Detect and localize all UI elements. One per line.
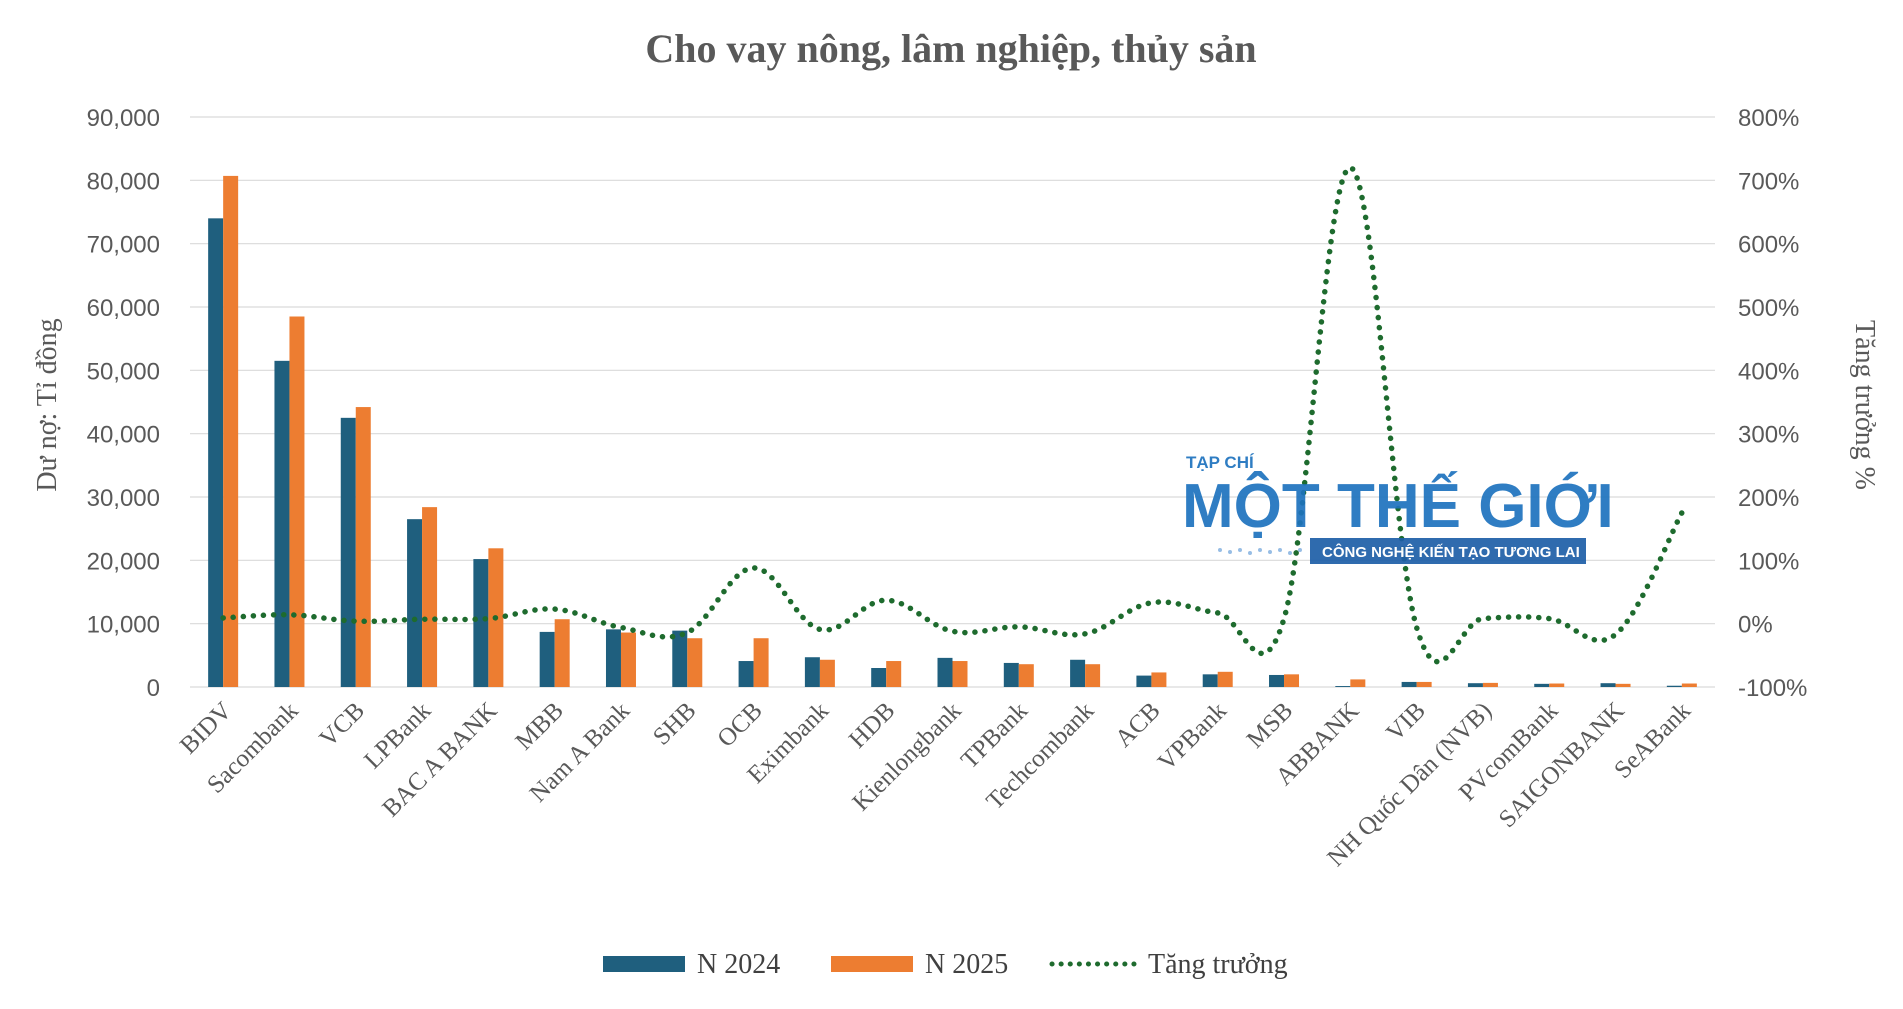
legend-label-n2025: N 2025 — [925, 949, 1008, 980]
bar-n2024 — [274, 360, 290, 687]
bar-n2025 — [1151, 672, 1167, 687]
y-axis-title: Dư nợ: Tỉ đồng — [32, 318, 63, 491]
y2-axis-title: Tăng trưởng % — [1849, 320, 1880, 490]
bar-n2024 — [340, 417, 356, 687]
bar-n2025 — [753, 638, 769, 687]
y2-tick-label: 400% — [1738, 358, 1799, 385]
legend-label-growth: Tăng trưởng — [1148, 949, 1288, 980]
watermark-band — [1310, 538, 1586, 564]
right-axis-ticks: -100% 0% 100% 200% 300% 400% 500% 600% 700% 800% — [1738, 105, 1807, 702]
bar-n2024 — [871, 668, 887, 687]
bar-n2024 — [1534, 683, 1550, 687]
legend-swatch-n2025 — [831, 956, 913, 972]
bar-n2025 — [1615, 683, 1631, 687]
bar-n2024 — [1600, 683, 1616, 687]
bar-n2025 — [1681, 683, 1697, 687]
growth-line-group — [220, 164, 1685, 665]
bar-n2025 — [1416, 681, 1432, 687]
bar-n2024 — [804, 657, 820, 687]
legend-label-n2024: N 2024 — [697, 949, 780, 980]
bar-n2025 — [1284, 674, 1300, 687]
bar-n2024 — [672, 630, 688, 687]
bar-n2024 — [738, 661, 754, 687]
gridlines — [190, 116, 1715, 688]
bar-n2024 — [1136, 675, 1152, 687]
y-tick-label: 10,000 — [87, 612, 160, 639]
y-tick-label: 30,000 — [87, 485, 160, 512]
bar-n2024 — [539, 631, 555, 687]
bar-n2025 — [422, 507, 438, 687]
y-tick-label: 90,000 — [87, 105, 160, 132]
bar-n2025 — [355, 407, 371, 687]
y2-tick-label: 800% — [1738, 105, 1799, 132]
bar-n2025 — [687, 638, 703, 687]
chart-title: Cho vay nông, lâm nghiệp, thủy sản — [645, 26, 1256, 71]
bar-n2024 — [1202, 674, 1218, 687]
y2-tick-label: -100% — [1738, 675, 1807, 702]
bar-n2024 — [1401, 681, 1417, 687]
bar-n2024 — [1003, 662, 1019, 687]
bar-n2024 — [1335, 686, 1351, 687]
bar-n2024 — [1467, 683, 1483, 687]
bar-n2024 — [1269, 674, 1285, 687]
bar-n2024 — [407, 519, 423, 687]
bar-n2025 — [554, 619, 570, 687]
y-tick-label: 80,000 — [87, 168, 160, 195]
growth-line — [220, 164, 1685, 665]
legend: N 2024 N 2025 Tăng trưởng — [603, 949, 1288, 980]
bars-group — [208, 175, 1697, 688]
y-tick-label: 50,000 — [87, 358, 160, 385]
bar-n2025 — [1482, 682, 1498, 687]
y2-tick-label: 100% — [1738, 548, 1799, 575]
bar-n2024 — [1666, 685, 1682, 687]
bar-n2024 — [1070, 659, 1086, 687]
y2-tick-label: 600% — [1738, 232, 1799, 259]
watermark-main-text: MỘT THẾ GIỚI — [1182, 472, 1614, 541]
bar-n2024 — [208, 218, 224, 688]
bar-n2025 — [289, 316, 305, 687]
bar-n2025 — [952, 661, 968, 687]
bar-n2025 — [620, 632, 636, 687]
y-tick-label: 0 — [147, 675, 160, 702]
bar-n2025 — [1085, 664, 1101, 687]
legend-swatch-n2024 — [603, 956, 685, 972]
bar-n2025 — [819, 659, 835, 687]
y2-tick-label: 200% — [1738, 485, 1799, 512]
watermark-logo: TẠP CHÍ MỘT THẾ GIỚI CÔNG NGHỆ KIẾN TẠO … — [1182, 453, 1614, 564]
bar-n2024 — [937, 657, 953, 687]
y2-tick-label: 500% — [1738, 295, 1799, 322]
bar-n2024 — [473, 559, 489, 687]
bar-n2025 — [1549, 683, 1565, 687]
left-axis-ticks: 0 10,000 20,000 30,000 40,000 50,000 60,000 70,… — [87, 105, 160, 702]
y-tick-label: 60,000 — [87, 295, 160, 322]
y-tick-label: 20,000 — [87, 548, 160, 575]
bar-n2024 — [605, 629, 621, 687]
bar-n2025 — [1217, 671, 1233, 687]
bar-n2025 — [1350, 679, 1366, 687]
y2-tick-label: 300% — [1738, 422, 1799, 449]
y2-tick-label: 700% — [1738, 168, 1799, 195]
watermark-dots-icon — [1218, 548, 1302, 555]
watermark-band-text: CÔNG NGHỆ KIẾN TẠO TƯƠNG LAI — [1322, 543, 1580, 561]
y2-tick-label: 0% — [1738, 612, 1773, 639]
bar-n2025 — [1018, 664, 1034, 687]
y-tick-label: 40,000 — [87, 422, 160, 449]
bar-n2025 — [223, 175, 239, 687]
watermark-top-text: TẠP CHÍ — [1186, 453, 1255, 472]
y-tick-label: 70,000 — [87, 232, 160, 259]
bar-n2025 — [886, 661, 902, 687]
